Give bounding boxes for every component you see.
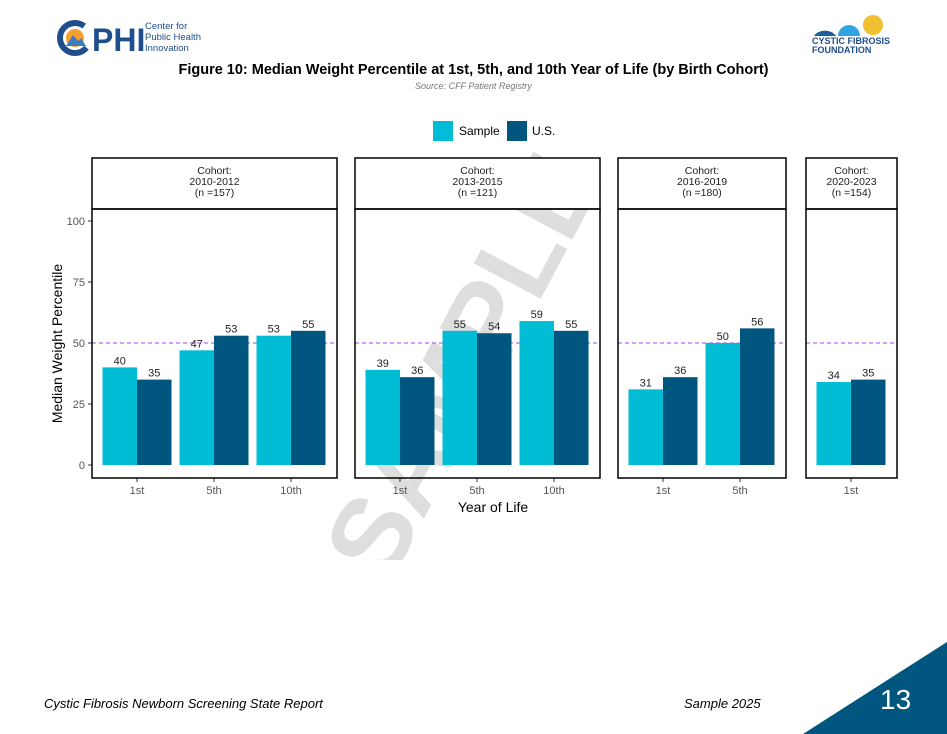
bar-sample [102,367,137,465]
logo-text-line: Public Health [145,32,201,43]
logo-text-line: FOUNDATION [812,45,872,55]
strip-label: Cohort: [834,165,868,177]
y-tick-label: 75 [73,277,85,289]
panel-strip [617,157,787,210]
strip-label: (n =154) [832,187,871,199]
bar-sample [705,343,740,465]
data-label: 35 [862,368,874,380]
legend-swatch-us [507,121,527,141]
x-tick-label: 1st [130,485,145,497]
x-tick-label: 5th [732,485,747,497]
legend-label-us: U.S. [532,124,555,138]
y-tick-label: 0 [79,460,85,472]
y-axis-title: Median Weight Percentile [49,264,65,423]
bar-us [214,335,249,465]
cphi-logo: PHI [57,20,145,58]
bar-us [740,328,775,465]
data-label: 47 [191,338,203,350]
data-label: 53 [268,324,280,336]
x-tick-label: 5th [469,485,484,497]
footer-report-title: Cystic Fibrosis Newborn Screening State … [44,696,323,711]
x-tick-label: 1st [393,485,408,497]
bar-us [477,333,512,465]
bar-us [554,330,589,465]
logo-text-line: Innovation [145,43,189,54]
y-tick-label: 50 [73,338,85,350]
strip-label: Cohort: [197,165,231,177]
panel-frame [354,208,601,479]
data-label: 35 [148,368,160,380]
data-label: 53 [225,324,237,336]
data-label: 56 [751,316,763,328]
strip-label: (n =157) [195,187,234,199]
svg-text:PHI: PHI [92,22,145,58]
logo-text-line: Center for [145,21,188,32]
bar-sample [256,335,291,465]
data-label: 55 [565,319,577,331]
logo-text-line: CYSTIC FIBROSIS [812,36,891,46]
x-tick-label: 5th [206,485,221,497]
bar-sample [365,369,400,465]
data-label: 50 [717,331,729,343]
cff-logo [814,15,883,36]
figure-source: Source: CFF Patient Registry [415,81,532,91]
data-label: 40 [114,355,126,367]
panel-frame [617,208,787,479]
strip-label: (n =180) [682,187,721,199]
panel-strip [805,157,898,210]
panel-frame [91,208,338,479]
data-label: 36 [674,365,686,377]
strip-label: 2010-2012 [189,176,239,188]
data-label: 55 [302,319,314,331]
bar-us [137,379,172,465]
bar-sample [816,382,851,465]
strip-label: (n =121) [458,187,497,199]
x-tick-label: 1st [656,485,671,497]
bar-sample [628,389,663,465]
bar-sample [519,321,554,465]
data-label: 39 [377,358,389,370]
cff-logo-text: CYSTIC FIBROSIS FOUNDATION [812,37,890,55]
strip-label: 2020-2023 [826,176,876,188]
x-tick-label: 10th [280,485,301,497]
y-tick-label: 100 [67,216,85,228]
panel-strip [91,157,338,210]
data-label: 31 [640,377,652,389]
strip-label: Cohort: [460,165,494,177]
x-axis-title: Year of Life [458,499,529,515]
data-label: 36 [411,365,423,377]
page-number: 13 [880,684,912,715]
strip-label: 2013-2015 [452,176,502,188]
legend-swatch-sample [433,121,453,141]
data-label: 59 [531,309,543,321]
data-label: 34 [828,370,840,382]
bar-us [291,330,326,465]
bar-sample [442,330,477,465]
strip-label: Cohort: [685,165,719,177]
cphi-logo-text: Center for Public Health Innovation [145,21,201,54]
data-label: 55 [454,319,466,331]
strip-label: 2016-2019 [677,176,727,188]
bar-us [851,379,886,465]
figure-title: Figure 10: Median Weight Percentile at 1… [178,62,769,78]
x-tick-label: 1st [844,485,859,497]
footer-edition: Sample 2025 [684,696,761,711]
bar-us [663,377,698,465]
bar-us [400,377,435,465]
data-label: 54 [488,321,500,333]
panel-frame [805,208,898,479]
y-tick-label: 25 [73,399,85,411]
legend-label-sample: Sample [459,124,500,138]
x-tick-label: 10th [543,485,564,497]
bar-sample [179,350,214,465]
